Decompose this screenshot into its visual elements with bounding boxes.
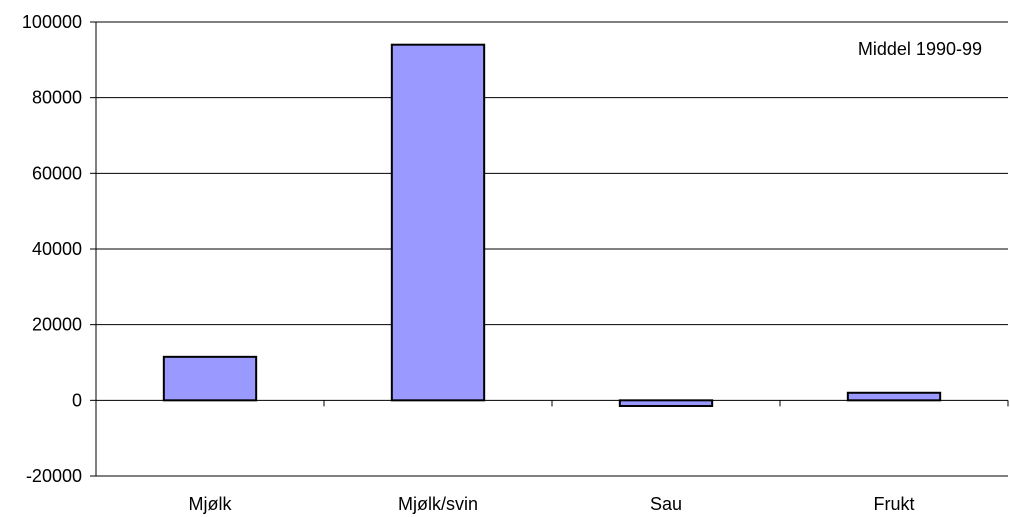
x-tick-label: Mjølk <box>189 494 233 514</box>
tick-labels: -20000 0 20000 40000 60000 80000 100000 Mjølk Mj… <box>22 12 915 514</box>
x-tick-label: Sau <box>650 494 682 514</box>
x-tick-label: Frukt <box>873 494 914 514</box>
bar <box>846 391 942 402</box>
bar <box>162 355 258 402</box>
bars <box>162 43 942 408</box>
y-tick-label: 40000 <box>32 239 82 259</box>
axes <box>90 21 1009 477</box>
gridlines <box>96 21 1008 477</box>
y-tick-label: 0 <box>72 390 82 410</box>
y-tick-label: 100000 <box>22 12 82 32</box>
bar <box>618 399 714 408</box>
y-tick-label: 80000 <box>32 88 82 108</box>
y-tick-label: 60000 <box>32 163 82 183</box>
chart-annotation: Middel 1990-99 <box>858 39 982 59</box>
x-tick-label: Mjølk/svin <box>398 494 478 514</box>
y-tick-label: -20000 <box>26 466 82 486</box>
bar <box>390 43 486 402</box>
y-tick-label: 20000 <box>32 315 82 335</box>
